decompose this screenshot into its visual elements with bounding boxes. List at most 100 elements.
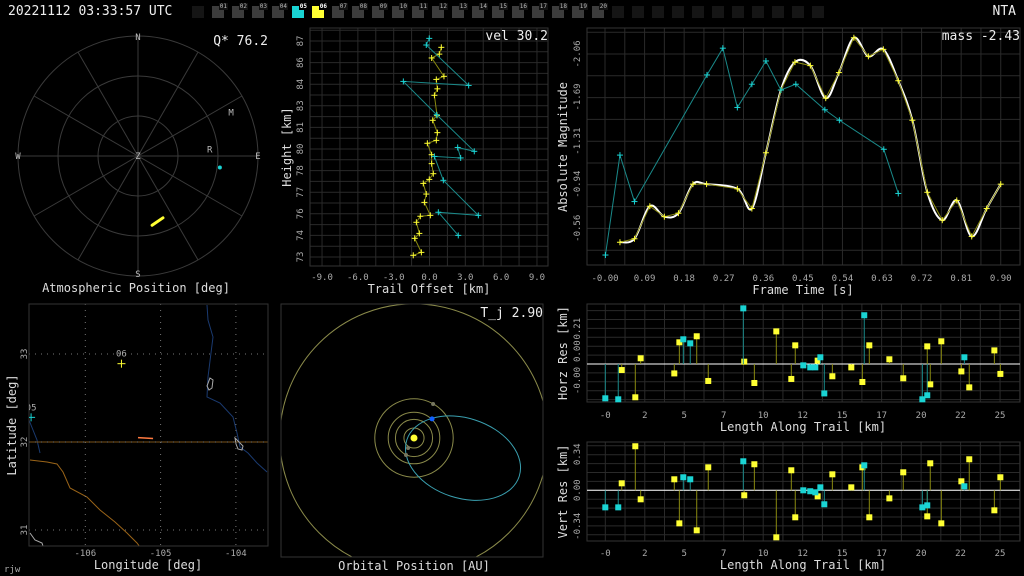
residual-point-06 (966, 456, 973, 463)
station-box-empty[interactable] (692, 6, 704, 18)
residual-point-05 (687, 340, 694, 347)
station-box-19[interactable]: 19 (572, 3, 588, 18)
station-box-empty[interactable] (652, 6, 664, 18)
station-box-06[interactable]: 06 (312, 3, 328, 18)
trail-point-05 (435, 209, 442, 216)
residual-point-06 (751, 379, 758, 386)
longitude-axis-title: Longitude [deg] (94, 558, 202, 572)
station-box-15[interactable]: 15 (492, 3, 508, 18)
trail-point-05 (440, 177, 447, 184)
station-box-17[interactable]: 17 (532, 3, 548, 18)
station-box-18[interactable]: 18 (552, 3, 568, 18)
residual-point-05 (821, 501, 828, 508)
trail-point-06 (423, 191, 430, 198)
station-id: 19 (578, 3, 588, 10)
station-box-14[interactable]: 14 (472, 3, 488, 18)
station-box-08[interactable]: 08 (352, 3, 368, 18)
station-id: 14 (478, 3, 488, 10)
residual-point-05 (687, 476, 694, 483)
x-tick-label: 3.0 (457, 273, 473, 283)
residual-point-06 (900, 375, 907, 382)
residual-point-05 (919, 504, 926, 511)
length-axis-title: Length Along Trail [km] (720, 558, 886, 572)
y-tick-label: -0.56 (573, 215, 583, 242)
station-box-empty[interactable] (192, 6, 204, 18)
light-curve-point-05 (734, 104, 741, 111)
y-tick-label: 31 (20, 525, 30, 536)
station-box-11[interactable]: 11 (412, 3, 428, 18)
trail-point-06 (416, 230, 423, 237)
residual-point-06 (866, 342, 873, 349)
station-box-16[interactable]: 16 (512, 3, 528, 18)
light-curve-point-06 (953, 197, 960, 204)
trail-point-06 (421, 199, 428, 206)
station-marker-06 (117, 359, 126, 368)
x-tick-label: 25 (995, 411, 1006, 421)
frame-time-axis-title: Frame Time [s] (752, 283, 853, 297)
x-tick-label: 12 (797, 549, 808, 559)
residual-point-06 (693, 527, 700, 534)
residual-point-05 (919, 396, 926, 403)
west-label: W (15, 152, 21, 162)
station-box-empty[interactable] (772, 6, 784, 18)
station-box-13[interactable]: 13 (452, 3, 468, 18)
trail-point-06 (418, 249, 425, 256)
residual-point-05 (817, 354, 824, 361)
planet-orbit (394, 418, 434, 458)
station-id: 03 (258, 3, 268, 10)
light-curve-point-06 (997, 181, 1004, 188)
light-curve-point-06 (734, 185, 741, 192)
station-box-20[interactable]: 20 (592, 3, 608, 18)
residual-point-06 (829, 373, 836, 380)
light-curve-point-05 (777, 87, 784, 94)
residual-point-06 (618, 480, 625, 487)
residual-point-06 (637, 355, 644, 362)
trail-point-05 (423, 42, 430, 49)
map-markers: 06 05 (29, 350, 154, 440)
x-tick-label: 2 (642, 411, 647, 421)
residual-point-05 (821, 390, 828, 397)
trail-point-06 (428, 160, 435, 167)
trail-point-06 (429, 117, 436, 124)
y-tick-label: 73 (296, 252, 306, 263)
q-star-value: Q* 76.2 (213, 34, 268, 49)
residual-point-06 (866, 514, 873, 521)
station-box-07[interactable]: 07 (332, 3, 348, 18)
light-curve-point-05 (631, 198, 638, 205)
trail-point-06 (420, 180, 427, 187)
station-box-01[interactable]: 01 (212, 3, 228, 18)
station-box-empty[interactable] (672, 6, 684, 18)
station-box-empty[interactable] (632, 6, 644, 18)
trail-point-06 (426, 176, 433, 183)
station-box-02[interactable]: 02 (232, 3, 248, 18)
light-curve-point-05 (762, 57, 769, 64)
trail-point-06 (434, 129, 441, 136)
residual-point-06 (886, 495, 893, 502)
residual-point-06 (792, 514, 799, 521)
station-box-empty[interactable] (812, 6, 824, 18)
residual-point-06 (788, 467, 795, 474)
x-tick-label: -0 (600, 549, 611, 559)
station-box-empty[interactable] (712, 6, 724, 18)
x-tick-label: 15 (837, 549, 848, 559)
station-box-10[interactable]: 10 (392, 3, 408, 18)
x-tick-label: -106 (74, 549, 96, 559)
station-box-09[interactable]: 09 (372, 3, 388, 18)
orbit-group (281, 304, 543, 557)
station-box-empty[interactable] (792, 6, 804, 18)
residual-point-06 (938, 520, 945, 527)
station-marker-05 (29, 413, 36, 422)
station-box-05[interactable]: 05 (292, 3, 308, 18)
residual-point-05 (924, 392, 931, 399)
station-box-empty[interactable] (752, 6, 764, 18)
trail-point-06 (433, 137, 440, 144)
station-box-empty[interactable] (612, 6, 624, 18)
station-id: 10 (398, 3, 408, 10)
x-tick-label: 10 (758, 411, 769, 421)
station-box-04[interactable]: 04 (272, 3, 288, 18)
station-box-03[interactable]: 03 (252, 3, 268, 18)
mass-value: mass -2.43 (942, 29, 1020, 44)
station-box-empty[interactable] (732, 6, 744, 18)
planet-earth (429, 416, 435, 422)
station-box-12[interactable]: 12 (432, 3, 448, 18)
